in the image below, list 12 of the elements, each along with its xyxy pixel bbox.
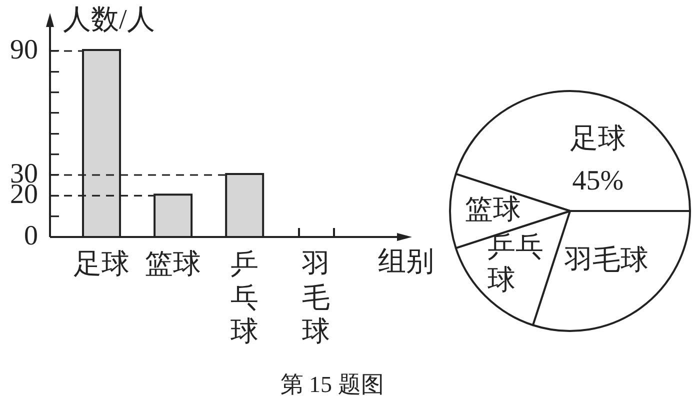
y-tick-label: 90: [10, 34, 38, 66]
slice-label: 篮球: [465, 194, 522, 226]
x-tick-label: 足球: [74, 249, 130, 280]
x-axis-title: 组别: [378, 246, 434, 278]
slice-label: 足球: [570, 124, 626, 155]
y-axis-title: 人数/人: [63, 4, 155, 36]
y-tick-label: 0: [24, 220, 38, 252]
x-tick-label: 篮球: [145, 249, 202, 280]
data-label: 45%: [572, 166, 624, 197]
x-tick-label: 羽毛球: [301, 249, 330, 348]
text: 第 15 题图: [279, 372, 385, 398]
x-tick-label: 乒乓球: [230, 249, 259, 348]
